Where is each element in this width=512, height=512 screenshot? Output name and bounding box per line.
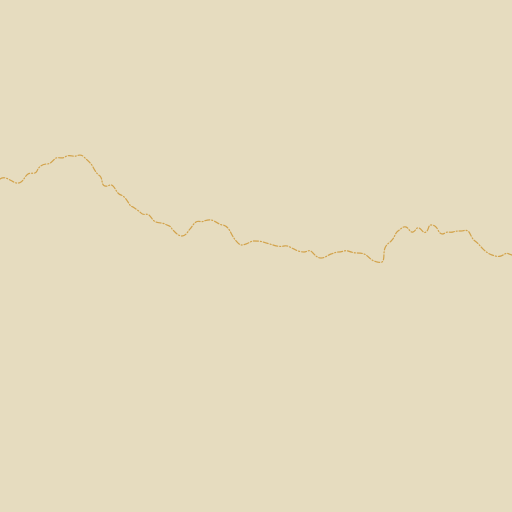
boundary-line (0, 154, 512, 264)
